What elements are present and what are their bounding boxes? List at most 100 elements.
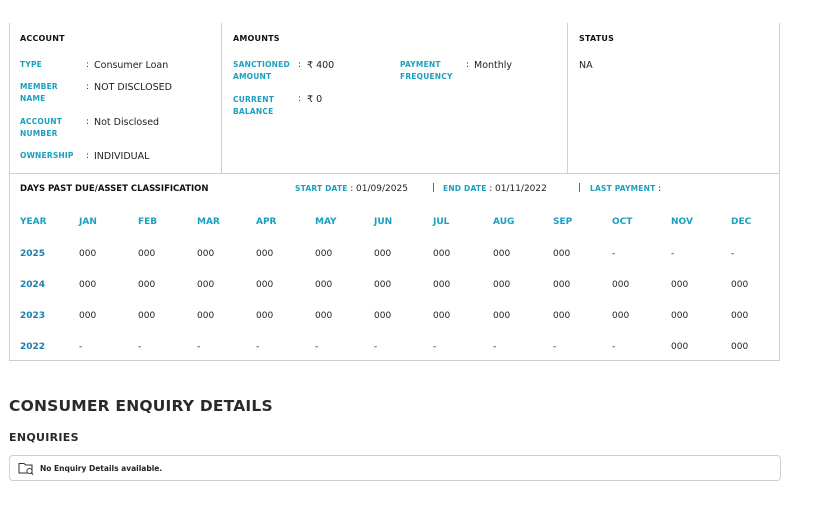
separator: | [578,183,582,193]
dpd-cell-2024-feb: 000 [138,280,156,290]
end-date: END DATE : 01/11/2022 [443,184,547,194]
start-date: START DATE : 01/09/2025 [295,184,408,194]
folder-search-icon [18,463,34,475]
dpd-cell-2024-jul: 000 [433,280,451,290]
end-date-value: 01/11/2022 [494,184,547,194]
dpd-cell-2022-may: - [315,342,319,352]
dpd-cell-2025-nov: - [671,249,675,259]
start-date-value: 01/09/2025 [356,184,408,194]
status-column: STATUS NA [568,23,780,173]
enquiry-empty-state: No Enquiry Details available. [9,455,781,481]
dpd-year-2025: 2025 [20,249,46,259]
colon: : [489,184,493,194]
separator: | [432,183,436,193]
dpd-year-2023: 2023 [20,311,46,321]
end-date-label: END DATE [443,184,487,193]
dpd-header-feb: FEB [138,217,158,227]
no-enquiry-message: No Enquiry Details available. [40,464,163,473]
current-balance-value: ₹ 0 [307,94,323,105]
dpd-cell-2022-sep: - [553,342,557,352]
dpd-cell-2025-aug: 000 [493,249,511,259]
start-date-label: START DATE [295,184,348,193]
dpd-header-nov: NOV [671,217,693,227]
dpd-header-apr: APR [256,217,277,227]
dpd-cell-2023-mar: 000 [197,311,215,321]
dpd-cell-2023-nov: 000 [671,311,689,321]
dpd-header-oct: OCT [612,217,633,227]
dpd-header-year: YEAR [20,217,47,227]
colon: : [298,94,302,104]
ownership-label: OWNERSHIP [20,151,74,160]
colon: : [350,184,354,194]
dpd-cell-2023-aug: 000 [493,311,511,321]
dpd-cell-2022-dec: 000 [731,342,749,352]
payment-frequency-value: Monthly [474,60,513,71]
dpd-cell-2023-jul: 000 [433,311,451,321]
dpd-cell-2022-aug: - [493,342,497,352]
dpd-cell-2022-nov: 000 [671,342,689,352]
dpd-cell-2024-aug: 000 [493,280,511,290]
dpd-cell-2022-jan: - [79,342,83,352]
dpd-cell-2022-oct: - [612,342,616,352]
account-type-value: Consumer Loan [94,60,169,71]
dpd-cell-2025-jun: 000 [374,249,392,259]
dpd-cell-2023-may: 000 [315,311,333,321]
account-number-label: ACCOUNT NUMBER [20,117,63,138]
dpd-cell-2025-may: 000 [315,249,333,259]
dpd-panel: DAYS PAST DUE/ASSET CLASSIFICATION START… [9,173,780,361]
colon: : [658,184,662,194]
dpd-cell-2025-dec: - [731,249,735,259]
colon: : [466,60,470,70]
dpd-cell-2024-jun: 000 [374,280,392,290]
colon: : [86,82,90,92]
dpd-header-mar: MAR [197,217,220,227]
account-summary-panel: ACCOUNT TYPE : Consumer Loan MEMBER NAME … [9,23,780,173]
dpd-header-aug: AUG [493,217,515,227]
sanctioned-amount-value: ₹ 400 [307,60,335,71]
enquiry-section-title: CONSUMER ENQUIRY DETAILS [9,397,273,415]
member-name-value: NOT DISCLOSED [94,82,172,93]
dpd-cell-2023-dec: 000 [731,311,749,321]
dpd-cell-2025-jan: 000 [79,249,97,259]
dpd-header-sep: SEP [553,217,573,227]
dpd-cell-2025-feb: 000 [138,249,156,259]
dpd-cell-2024-may: 000 [315,280,333,290]
ownership-value: INDIVIDUAL [94,151,150,162]
dpd-header-may: MAY [315,217,337,227]
last-payment-label: LAST PAYMENT [590,184,656,193]
dpd-cell-2024-apr: 000 [256,280,274,290]
amounts-column: AMOUNTS SANCTIONED AMOUNT : ₹ 400 CURRENT… [222,23,568,173]
dpd-header-jul: JUL [433,217,450,227]
dpd-cell-2023-jan: 000 [79,311,97,321]
dpd-header-jun: JUN [374,217,393,227]
dpd-cell-2022-jul: - [433,342,437,352]
dpd-cell-2022-mar: - [197,342,201,352]
dpd-header-jan: JAN [79,217,97,227]
dpd-cell-2025-sep: 000 [553,249,571,259]
dpd-cell-2023-jun: 000 [374,311,392,321]
dpd-cell-2023-oct: 000 [612,311,630,321]
dpd-cell-2024-sep: 000 [553,280,571,290]
dpd-cell-2025-oct: - [612,249,616,259]
dpd-cell-2024-nov: 000 [671,280,689,290]
colon: : [86,151,90,161]
dpd-cell-2023-feb: 000 [138,311,156,321]
dpd-cell-2024-dec: 000 [731,280,749,290]
colon: : [86,60,90,70]
payment-frequency-label: PAYMENT FREQUENCY [400,60,453,81]
dpd-year-2022: 2022 [20,342,46,352]
member-name-label: MEMBER NAME [20,82,58,103]
dpd-cell-2024-mar: 000 [197,280,215,290]
colon: : [298,60,302,70]
dpd-cell-2025-apr: 000 [256,249,274,259]
dpd-cell-2023-sep: 000 [553,311,571,321]
dpd-year-2024: 2024 [20,280,46,290]
account-type-label: TYPE [20,60,42,69]
dpd-cell-2025-jul: 000 [433,249,451,259]
dpd-cell-2023-apr: 000 [256,311,274,321]
account-number-value: Not Disclosed [94,117,160,128]
last-payment: LAST PAYMENT : [590,184,661,194]
dpd-cell-2024-oct: 000 [612,280,630,290]
sanctioned-amount-label: SANCTIONED AMOUNT [233,60,290,81]
dpd-cell-2022-feb: - [138,342,142,352]
